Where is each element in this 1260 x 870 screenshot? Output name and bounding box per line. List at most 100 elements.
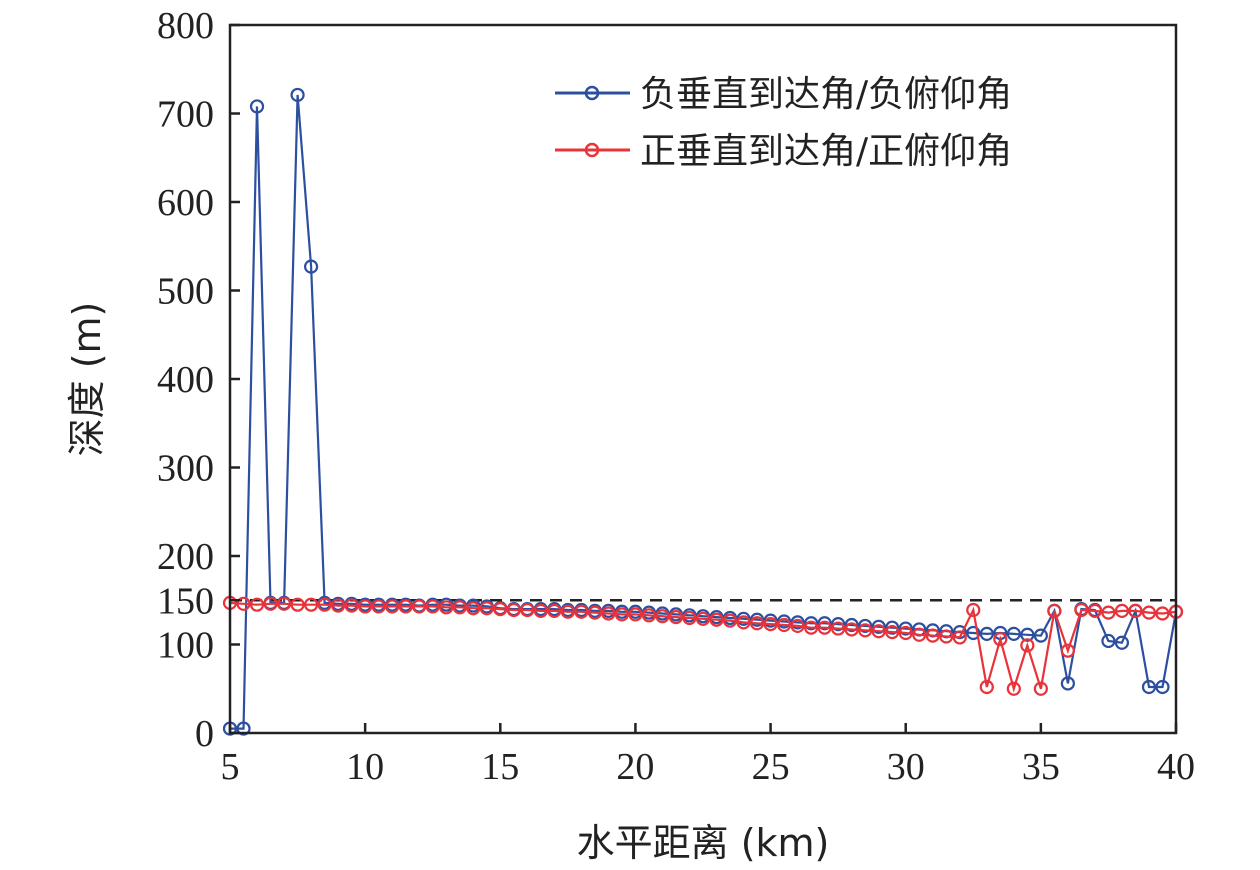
y-tick-label: 400 <box>157 359 214 401</box>
x-tick-label: 20 <box>616 746 654 788</box>
legend-label-positive: 正垂直到达角/正俯仰角 <box>640 131 1012 172</box>
data-point <box>1128 603 1143 618</box>
data-point <box>790 618 805 634</box>
data-point <box>601 606 616 621</box>
data-point <box>898 621 913 636</box>
data-point <box>249 597 265 612</box>
data-point <box>303 597 319 612</box>
data-point <box>506 602 521 618</box>
data-point <box>560 604 575 619</box>
ticks-layer: 5 10 15 20 25 30 35 400100150200300400500600700… <box>157 5 1195 788</box>
data-point <box>398 599 413 614</box>
data-point <box>763 617 778 632</box>
y-tick-label: 800 <box>157 5 214 47</box>
data-point <box>831 617 846 632</box>
data-point <box>520 602 535 618</box>
data-point <box>263 596 278 611</box>
x-tick-label: 35 <box>1022 746 1060 788</box>
y-tick-label: 600 <box>157 182 214 224</box>
data-point <box>641 608 657 623</box>
data-point <box>655 609 670 624</box>
data-point <box>966 625 981 641</box>
data-point <box>817 620 832 635</box>
data-point <box>1020 627 1035 642</box>
y-axis-title: 深度 (m) <box>65 302 109 457</box>
data-point <box>1074 602 1089 618</box>
data-point <box>331 598 346 613</box>
data-point <box>695 611 711 626</box>
data-point <box>479 601 494 616</box>
data-point <box>1155 606 1170 621</box>
data-point <box>574 604 589 619</box>
data-point <box>817 616 832 631</box>
series-1 <box>222 595 1184 696</box>
data-point <box>966 602 981 618</box>
data-point <box>276 596 292 611</box>
series-line-1 <box>229 601 1177 693</box>
data-point <box>1033 681 1048 696</box>
data-point <box>533 603 548 618</box>
x-tick-label: 5 <box>221 746 240 788</box>
data-point <box>236 596 251 611</box>
y-tick-label: 0 <box>195 713 214 755</box>
data-point <box>344 598 359 613</box>
y-tick-label: 150 <box>157 580 214 622</box>
data-point <box>425 599 440 614</box>
data-point <box>912 627 927 642</box>
data-point <box>668 609 684 625</box>
data-point <box>1101 633 1116 649</box>
data-point <box>452 600 467 615</box>
data-point <box>236 721 251 736</box>
legend: 负垂直到达角/负俯仰角 正垂直到达角/正俯仰角 <box>555 74 1012 172</box>
data-point <box>1155 679 1170 695</box>
data-point <box>804 616 819 631</box>
series-0 <box>222 87 1184 736</box>
data-point <box>979 626 994 641</box>
data-point <box>317 597 332 612</box>
data-point <box>1141 679 1157 695</box>
data-point <box>1114 603 1130 618</box>
data-point <box>358 599 373 614</box>
data-point <box>979 679 994 695</box>
data-point <box>466 601 481 616</box>
data-point <box>290 597 305 612</box>
data-point <box>1033 628 1048 643</box>
series-line-0 <box>230 94 1178 730</box>
data-point <box>993 632 1008 647</box>
data-point <box>831 621 846 636</box>
data-point <box>844 617 859 633</box>
data-point <box>871 624 886 639</box>
data-point <box>871 619 886 634</box>
data-point <box>682 610 697 626</box>
data-point <box>412 599 427 614</box>
data-point <box>385 599 400 614</box>
x-tick-label: 40 <box>1157 746 1195 788</box>
x-axis-title: 水平距离 (km) <box>577 821 830 865</box>
data-point <box>1006 626 1021 641</box>
data-point <box>1114 635 1130 650</box>
data-point <box>939 629 954 644</box>
data-point <box>1060 676 1075 691</box>
y-tick-label: 200 <box>157 536 214 578</box>
legend-marker-positive <box>584 142 600 158</box>
data-point <box>1006 681 1021 696</box>
data-point <box>858 623 873 638</box>
data-point <box>776 617 792 633</box>
series-layer <box>222 87 1184 736</box>
data-point <box>249 99 265 114</box>
data-point <box>898 625 913 641</box>
data-point <box>952 630 967 645</box>
data-point <box>749 616 765 631</box>
data-point <box>290 87 305 103</box>
data-point <box>1101 605 1116 620</box>
data-point <box>439 600 454 615</box>
data-point <box>709 612 724 627</box>
x-tick-label: 30 <box>887 746 925 788</box>
x-tick-label: 10 <box>346 746 384 788</box>
data-point <box>1047 603 1062 618</box>
data-point <box>371 599 386 614</box>
legend-label-negative: 负垂直到达角/负俯仰角 <box>640 74 1012 115</box>
legend-item-negative: 负垂直到达角/负俯仰角 <box>555 74 1012 115</box>
legend-item-positive: 正垂直到达角/正俯仰角 <box>555 131 1012 172</box>
